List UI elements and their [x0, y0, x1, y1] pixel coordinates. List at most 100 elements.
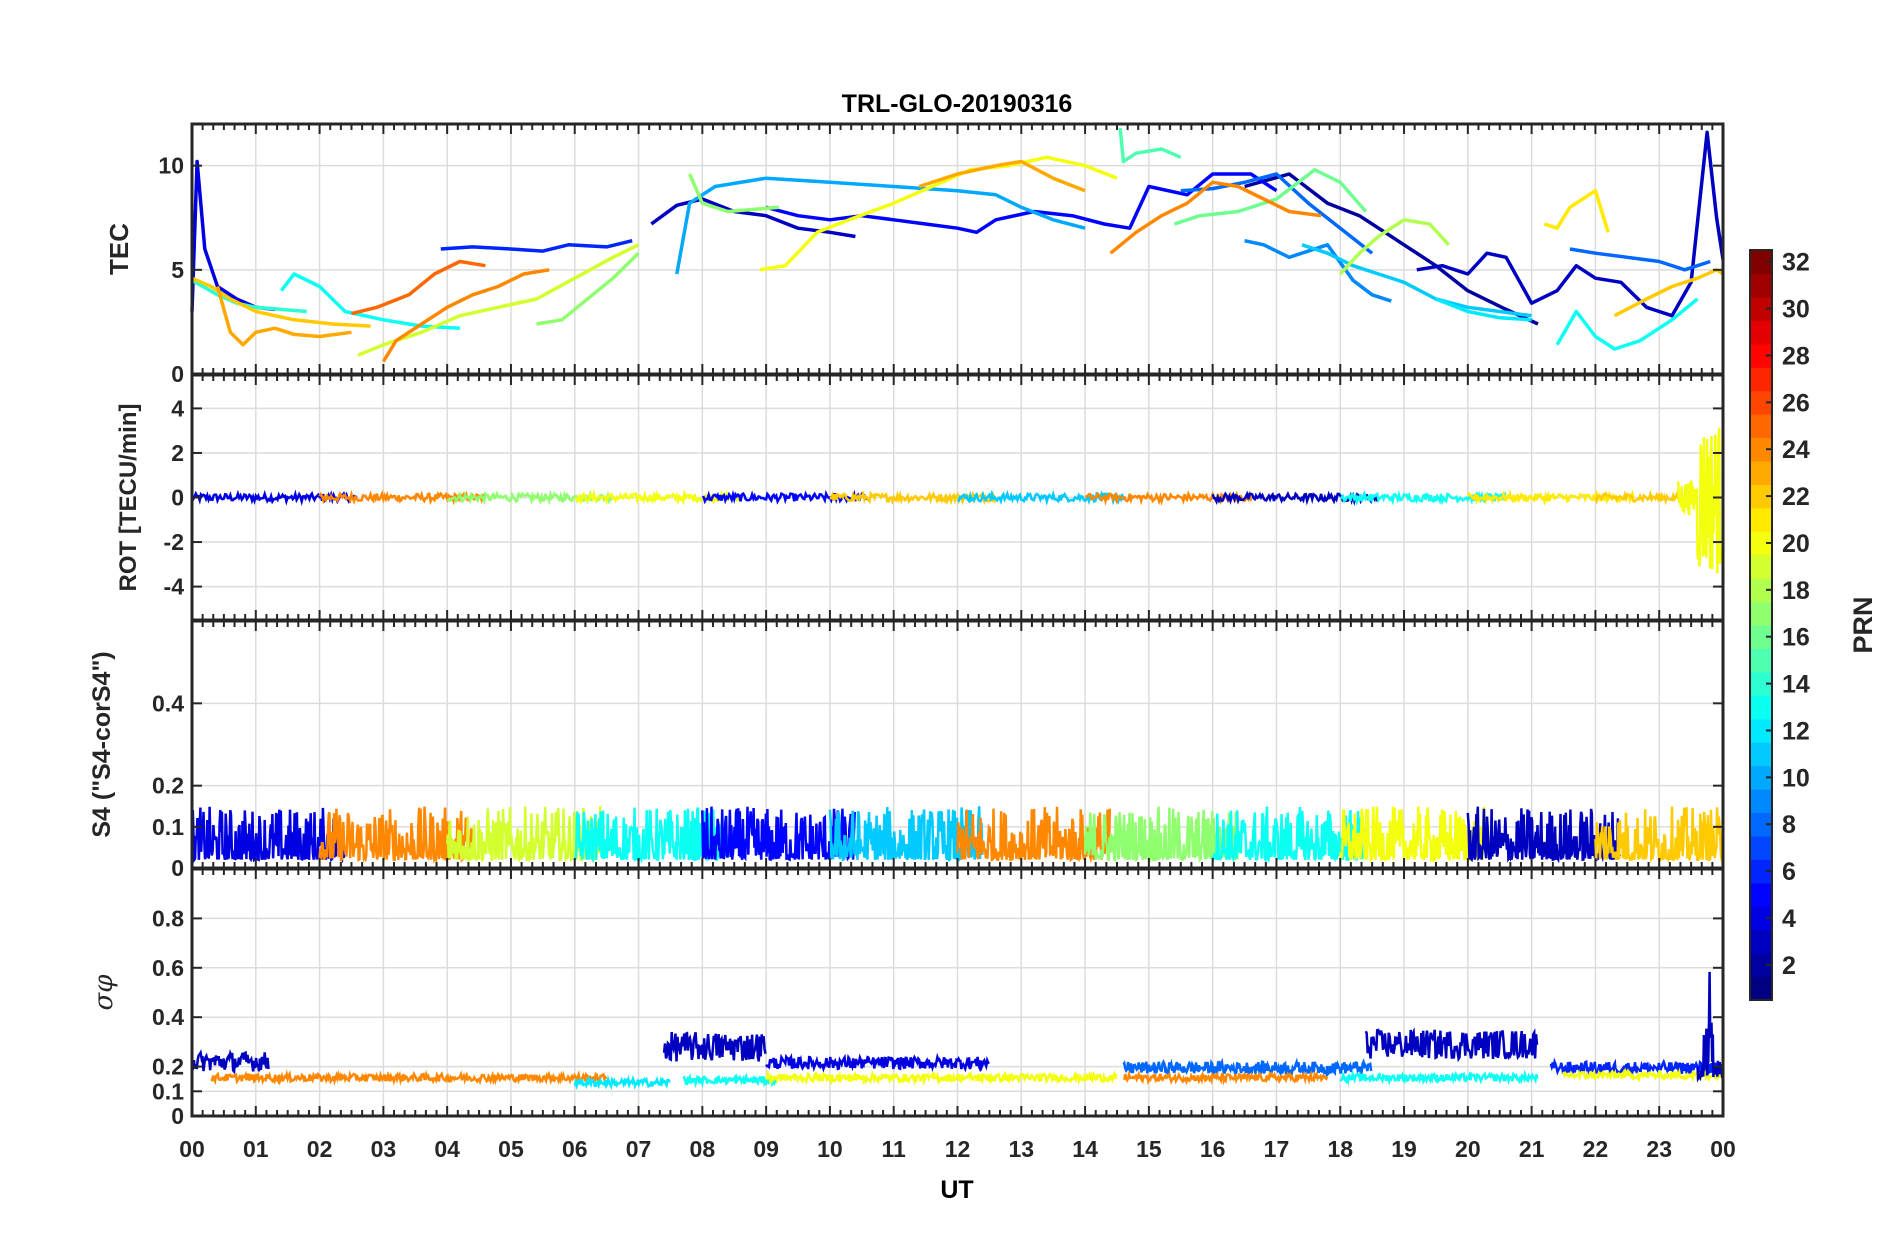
x-tick-label: 07	[626, 1136, 652, 1162]
y-tick-label: 0.4	[152, 690, 184, 716]
x-tick-label: 09	[753, 1136, 779, 1162]
colorbar-swatch	[1750, 343, 1772, 368]
sigma-phi-series	[682, 1072, 779, 1089]
sigma-phi-series	[573, 1074, 671, 1091]
colorbar-frame	[1749, 249, 1773, 1001]
y-axis-label-sigma_phi: σφ	[89, 974, 119, 1011]
colorbar-swatch	[1750, 578, 1772, 603]
y-axis-label-s4: S4 ("S4-corS4")	[88, 651, 116, 837]
x-tick-labels: 00 01 02 03 04 05 06 07 08 09 10 11 12 13 14 15 16 17 18 19…	[179, 1136, 1736, 1162]
sigma-phi-series	[1339, 1069, 1539, 1087]
colorbar-swatch	[1750, 460, 1772, 485]
y-tick-label: 0	[171, 855, 184, 881]
colorbar-swatch	[1750, 718, 1772, 743]
s4-series	[190, 806, 346, 864]
s4-series	[1211, 806, 1367, 865]
x-tick-label: 12	[945, 1136, 971, 1162]
colorbar-tick-label: 6	[1782, 858, 1796, 886]
colorbar-swatch	[1750, 484, 1772, 509]
y-tick-label: 0.8	[152, 905, 184, 931]
tec-series-prn-24	[1109, 180, 1322, 255]
colorbar-swatch	[1750, 648, 1772, 673]
tec-series-prn-13	[1555, 297, 1699, 351]
colorbar-tick-label: 24	[1782, 436, 1810, 464]
y-tick-label: -2	[164, 529, 184, 555]
colorbar-swatch	[1750, 695, 1772, 720]
colorbar-swatch	[1750, 953, 1772, 978]
x-tick-label: 05	[498, 1136, 524, 1162]
y-tick-label: 0.1	[152, 814, 184, 840]
tec-series-prn-20	[759, 155, 1118, 272]
x-tick-label: 22	[1583, 1136, 1609, 1162]
colorbar-tick-label: 30	[1782, 296, 1810, 324]
y-tick-label: 0.2	[152, 1054, 184, 1080]
tec-series-prn-11	[1301, 243, 1532, 318]
y-tick-label: 0.4	[152, 1004, 184, 1030]
s4-series	[1083, 806, 1239, 864]
colorbar-tick-label: 12	[1782, 717, 1810, 745]
tec-series-prn-15	[1118, 128, 1182, 164]
x-tick-label: 08	[690, 1136, 716, 1162]
tec-series-prn-22	[191, 276, 371, 328]
x-tick-label: 06	[562, 1136, 588, 1162]
colorbar-tick-label: 18	[1782, 577, 1810, 605]
panel-rot: -4 -2 0 2 4 ROT [TECU/min]	[115, 373, 1725, 622]
colorbar-tick-label: 32	[1782, 249, 1810, 277]
s4-series	[828, 806, 984, 863]
colorbar-swatch	[1750, 296, 1772, 321]
colorbar-swatch	[1750, 882, 1772, 907]
tec-series-prn-18	[1339, 218, 1450, 276]
x-tick-label: 03	[371, 1136, 397, 1162]
colorbar-tick-label: 14	[1782, 671, 1810, 699]
sigma-phi-series	[1123, 1069, 1329, 1086]
tec-series-prn-13	[279, 272, 460, 330]
y-axis-label-rot: ROT [TECU/min]	[115, 404, 142, 592]
colorbar-tick-label: 20	[1782, 530, 1810, 558]
y-tick-label: 0.6	[152, 955, 184, 981]
tec-series-prn-9	[1244, 238, 1392, 303]
colorbar-swatch	[1750, 367, 1772, 392]
colorbar-swatch	[1750, 765, 1772, 790]
x-axis-label: UT	[940, 1176, 973, 1204]
sigma-phi-series	[1562, 1067, 1724, 1084]
rot-series	[701, 489, 869, 505]
x-tick-label: 00	[179, 1136, 205, 1162]
tec-series-prn-16	[1173, 168, 1368, 226]
colorbar-swatch	[1750, 929, 1772, 954]
colorbar-swatch	[1750, 414, 1772, 439]
rot-series	[1466, 489, 1635, 506]
x-tick-label: 20	[1455, 1136, 1481, 1162]
colorbar-tick-label: 28	[1782, 342, 1810, 370]
colorbar-label: PRN	[1848, 596, 1878, 653]
y-tick-label: 4	[171, 395, 184, 421]
y-tick-label: 0.1	[152, 1078, 184, 1104]
y-tick-label: 0	[171, 485, 184, 511]
s4-series	[318, 806, 474, 864]
tec-series-prn-17	[687, 173, 780, 214]
colorbar-swatch	[1750, 976, 1772, 1001]
rot-series	[957, 489, 1125, 506]
colorbar-swatch	[1750, 742, 1772, 767]
colorbar-tick-label: 10	[1782, 764, 1810, 792]
tec-series-prn-8	[1180, 172, 1374, 255]
panel-tec: 0 5 10 TEC	[104, 122, 1725, 387]
colorbar-tick-label: 4	[1782, 905, 1796, 933]
x-tick-label: 19	[1391, 1136, 1417, 1162]
y-tick-label: 0.2	[152, 773, 184, 799]
colorbar-swatch	[1750, 390, 1772, 415]
s4-series	[445, 806, 602, 864]
tec-series-prn-12	[1435, 297, 1532, 322]
colorbar-swatch	[1750, 507, 1772, 532]
panel-sigma_phi: 00.10.2 0.4 0.6 0.8 σφ	[89, 867, 1725, 1129]
sigma-phi-series	[190, 1048, 270, 1075]
y-tick-label: 2	[171, 440, 184, 466]
chart-title: TRL-GLO-20190316	[842, 90, 1073, 118]
tec-series-prn-23	[215, 286, 352, 347]
x-tick-label: 11	[882, 1136, 907, 1162]
rot-series	[1594, 489, 1680, 506]
colorbar-swatch	[1750, 789, 1772, 814]
y-tick-label: -4	[164, 574, 185, 600]
colorbar-swatch	[1750, 835, 1772, 860]
colorbar-swatch	[1750, 906, 1772, 931]
